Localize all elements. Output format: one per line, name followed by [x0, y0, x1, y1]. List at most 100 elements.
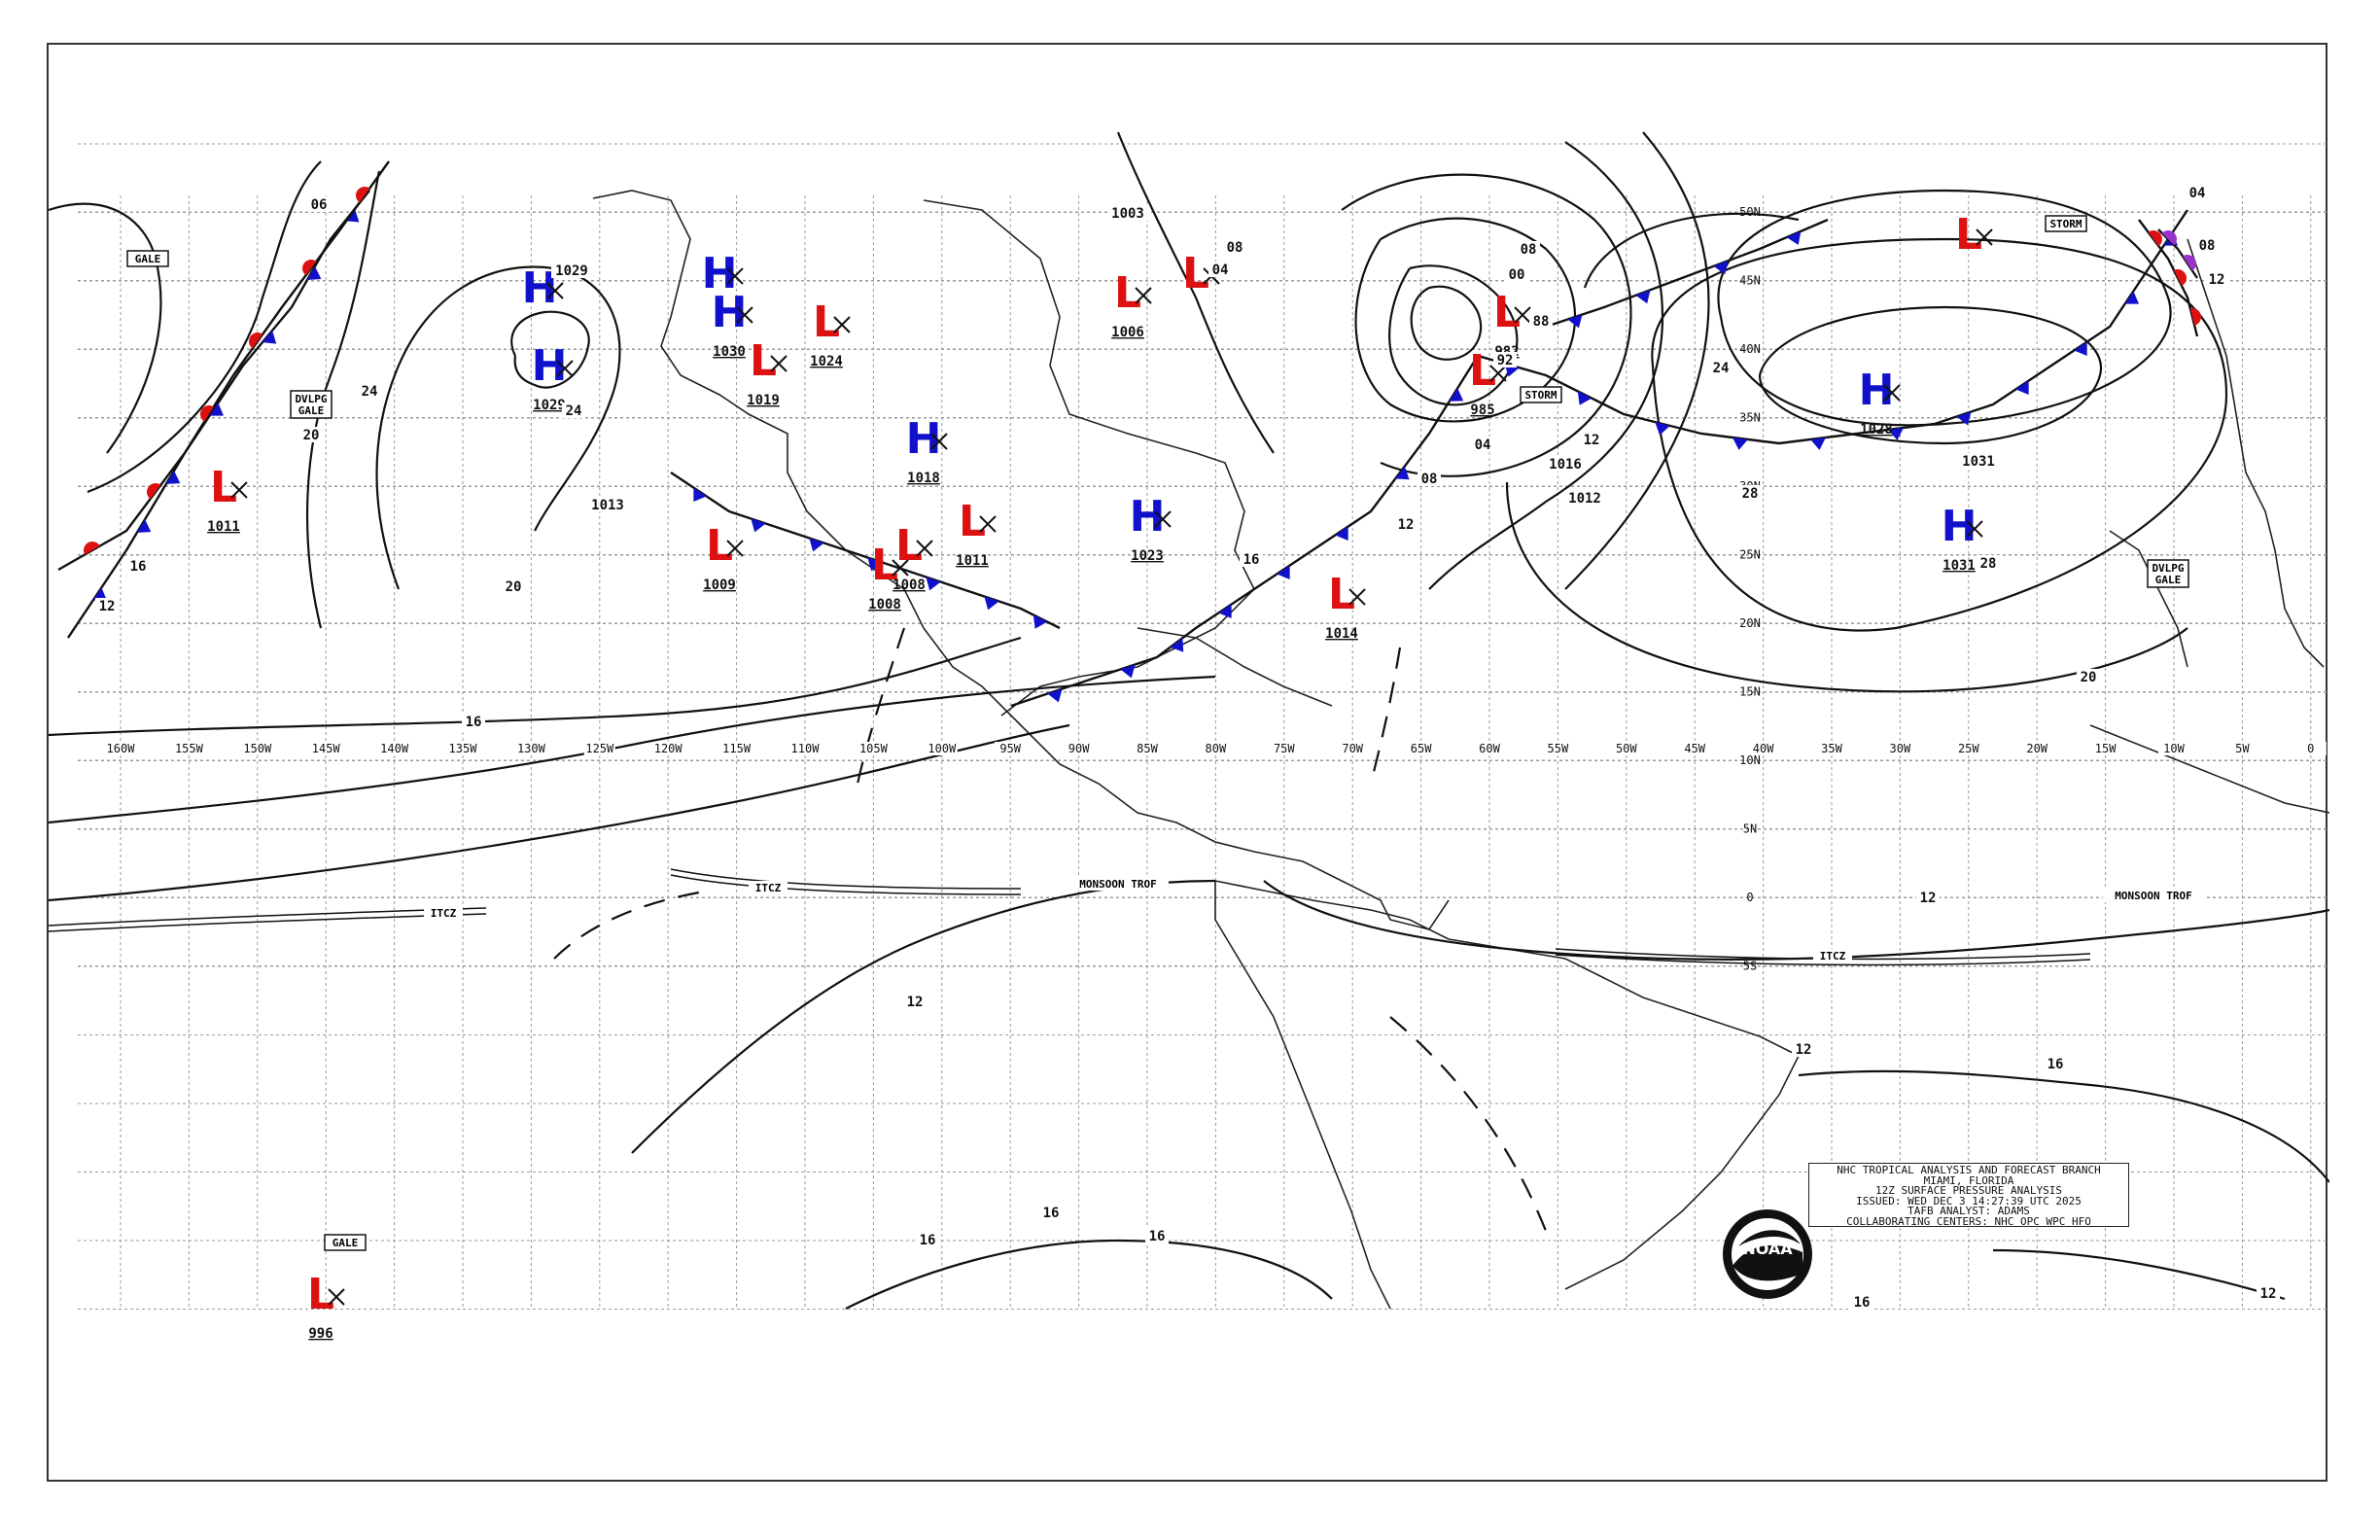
center-pressure-value: 1014: [1325, 626, 1358, 642]
lat-label: 50N: [1739, 205, 1761, 219]
isobar-label-bg: [2257, 1285, 2280, 1301]
lon-label-bg: [1884, 742, 1916, 755]
warm-front-semicircle: [2189, 308, 2201, 326]
warning-box: [1520, 386, 1562, 403]
center-pressure-value: 1024: [810, 354, 843, 369]
isobar-label: 20: [2081, 670, 2097, 685]
isobar-label: 1016: [1549, 457, 1582, 472]
isobar-label-bg: [1958, 453, 1999, 469]
center-cross-icon: [833, 316, 851, 333]
lon-label-bg: [310, 742, 342, 755]
warning-box: [2147, 559, 2189, 588]
warning-box-label: GALE: [2155, 574, 2182, 586]
lon-label: 30W: [1890, 742, 1911, 755]
warning-box-label: DVLPG: [2152, 562, 2184, 575]
center-pressure-value: 1029: [533, 398, 566, 413]
feature-labels: ITCZ ITCZ MONSOON TROF ITCZ MONSOON TROF: [424, 877, 2204, 962]
lon-label: 85W: [1137, 742, 1158, 755]
cold-front-triangle: [136, 519, 152, 533]
lon-label: 75W: [1274, 742, 1295, 755]
isobar-label: 00: [1509, 267, 1525, 283]
isobar-label-bg: [1394, 516, 1418, 532]
lon-label: 45W: [1684, 742, 1705, 755]
troughs: [553, 627, 1548, 1232]
feature-label-bg: [1813, 949, 1852, 962]
lon-label-bg: [720, 742, 752, 755]
center-cross-icon: [546, 282, 564, 299]
warning-box: [126, 250, 169, 267]
cold-front-triangle: [809, 538, 824, 552]
center-cross-icon: [328, 1288, 345, 1306]
center-pressure-value: 1011: [956, 553, 989, 569]
lat-label: 0: [1746, 891, 1753, 904]
lon-label-bg: [1063, 742, 1095, 755]
center-cross-icon: [892, 559, 909, 577]
isobar-label: 12: [99, 599, 116, 614]
center-cross-icon: [726, 540, 744, 557]
center-cross-icon: [1135, 287, 1152, 304]
lon-label-bg: [858, 742, 890, 755]
isobar-labels: 0610292420161210132016241003040800088892…: [95, 185, 2280, 1311]
lon-label: 55W: [1548, 742, 1569, 755]
lat-label: 10N: [1739, 753, 1761, 767]
cold-front-triangle: [1786, 230, 1802, 246]
center-pressure-value: 1031: [1942, 558, 1976, 574]
low-pressure-center: L: [307, 1270, 334, 1319]
isobar-label: 1013: [591, 498, 624, 513]
lon-label: 160W: [107, 742, 136, 755]
isobar-label-bg: [2077, 669, 2100, 684]
warm-front-semicircle: [200, 405, 214, 422]
cold-front-triangle: [867, 557, 883, 572]
cold-front-triangle: [1218, 604, 1232, 618]
lon-label-bg: [1952, 742, 1984, 755]
isobar-label-bg: [587, 497, 628, 512]
warning-box: [324, 1234, 367, 1251]
cold-front-triangle: [1567, 314, 1583, 329]
isobar-label-bg: [1916, 890, 1940, 905]
lon-label-bg: [105, 742, 136, 755]
lon-label: 10W: [2163, 742, 2185, 755]
low-pressure-center: L: [1469, 346, 1496, 396]
low-pressure-center: L: [210, 463, 237, 512]
center-pressure-value: 985: [1470, 402, 1494, 418]
lon-label-bg: [995, 742, 1027, 755]
center-pressure-value: 1019: [747, 393, 780, 408]
isobar-label-bg: [2195, 237, 2219, 253]
low-pressure-center: L: [813, 298, 840, 347]
lon-label-bg: [652, 742, 684, 755]
lon-label-bg: [583, 742, 615, 755]
lon-label: 125W: [585, 742, 614, 755]
lon-label: 35W: [1821, 742, 1842, 755]
isobar-label: 08: [1521, 242, 1537, 258]
isobar-label-bg: [562, 402, 585, 418]
lon-label: 50W: [1616, 742, 1637, 755]
isobar-label: 92: [1497, 353, 1514, 368]
lon-label: 40W: [1753, 742, 1774, 755]
map-frame: H 1029 H H 1030 H H 1018 H 1023 H 1028 H 1031 L 1011 L 10…: [47, 43, 2329, 1484]
center-cross-icon: [770, 355, 788, 372]
warning-box-label: DVLPG: [295, 393, 327, 405]
feature-label: ITCZ: [431, 907, 457, 920]
isobar-label-bg: [1145, 1228, 1169, 1243]
lon-label-bg: [1816, 742, 1847, 755]
isobar-label-bg: [1545, 456, 1586, 472]
isobar-label-bg: [1208, 262, 1232, 277]
warm-front-semicircle: [2173, 269, 2187, 287]
lon-label-bg: [1679, 742, 1711, 755]
lon-label-bg: [378, 742, 410, 755]
center-pressure-value: 996: [308, 1326, 332, 1342]
feature-label-bg: [424, 906, 463, 920]
low-pressure-center: L: [750, 336, 777, 386]
lon-label: 25W: [1958, 742, 1979, 755]
isobar-label-bg: [299, 427, 323, 442]
center-pressure-value: 1011: [207, 519, 240, 535]
cold-front-north-atlantic: [1545, 218, 1829, 329]
isobar-label: 04: [2189, 186, 2206, 201]
isobar-label-bg: [1529, 313, 1553, 329]
isobar-label-bg: [1850, 1294, 1873, 1310]
cold-front-triangle: [1032, 614, 1048, 629]
isobar-label-bg: [1738, 485, 1762, 501]
isobar-label-bg: [358, 383, 381, 399]
